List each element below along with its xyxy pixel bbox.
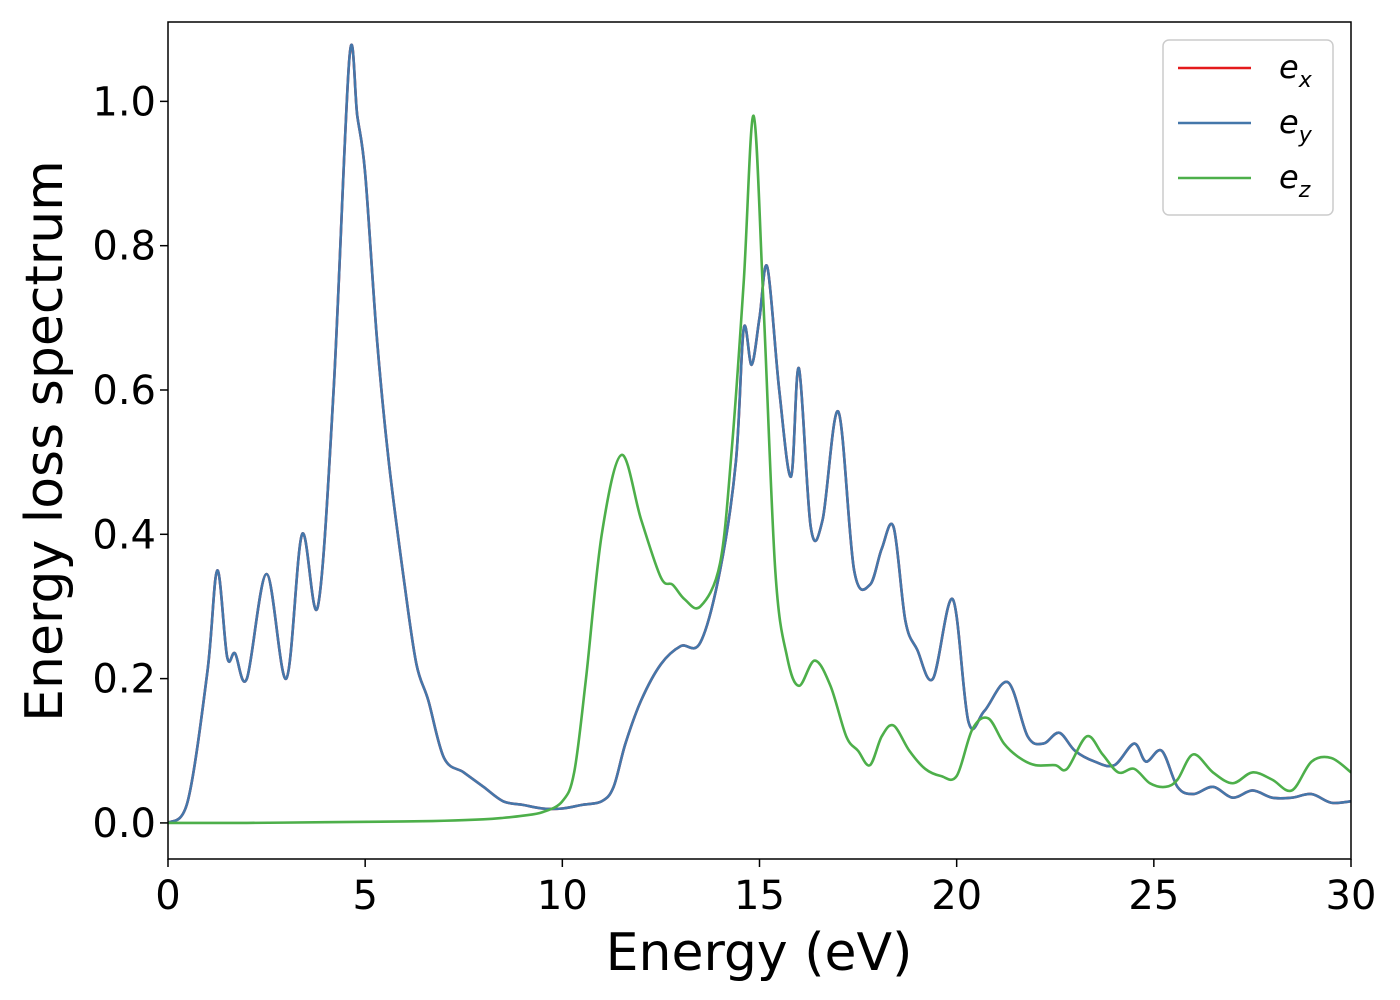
series-line-ey bbox=[168, 43, 1351, 825]
y-tick-label: 0.2 bbox=[92, 657, 156, 703]
legend-label-ez: ez bbox=[1279, 158, 1311, 203]
y-tick-label: 1.0 bbox=[92, 79, 156, 125]
x-tick-label: 5 bbox=[352, 873, 377, 919]
y-tick-label: 0.8 bbox=[92, 224, 156, 270]
x-tick-label: 25 bbox=[1128, 873, 1179, 919]
y-tick-label: 0.6 bbox=[92, 368, 156, 414]
y-tick-label: 0.4 bbox=[92, 512, 156, 558]
legend-box bbox=[1162, 39, 1334, 216]
x-axis-title: Energy (eV) bbox=[606, 923, 913, 983]
y-axis-title: Energy loss spectrum bbox=[15, 160, 75, 722]
plot-content bbox=[168, 43, 1351, 825]
x-tick-label: 10 bbox=[537, 873, 588, 919]
x-tick-label: 0 bbox=[155, 873, 180, 919]
y-axis: 0.0 0.2 0.4 0.6 0.8 1.0 bbox=[92, 79, 168, 847]
legend: ex ey ez bbox=[1162, 39, 1334, 216]
x-axis: 0 5 10 15 20 25 30 bbox=[155, 859, 1376, 919]
x-tick-label: 20 bbox=[931, 873, 982, 919]
x-tick-label: 30 bbox=[1326, 873, 1377, 919]
legend-label-ey: ey bbox=[1279, 103, 1313, 148]
series-line-ez bbox=[168, 114, 1351, 825]
x-tick-label: 15 bbox=[734, 873, 785, 919]
legend-label-ex: ex bbox=[1279, 48, 1313, 93]
y-tick-label: 0.0 bbox=[92, 801, 156, 847]
